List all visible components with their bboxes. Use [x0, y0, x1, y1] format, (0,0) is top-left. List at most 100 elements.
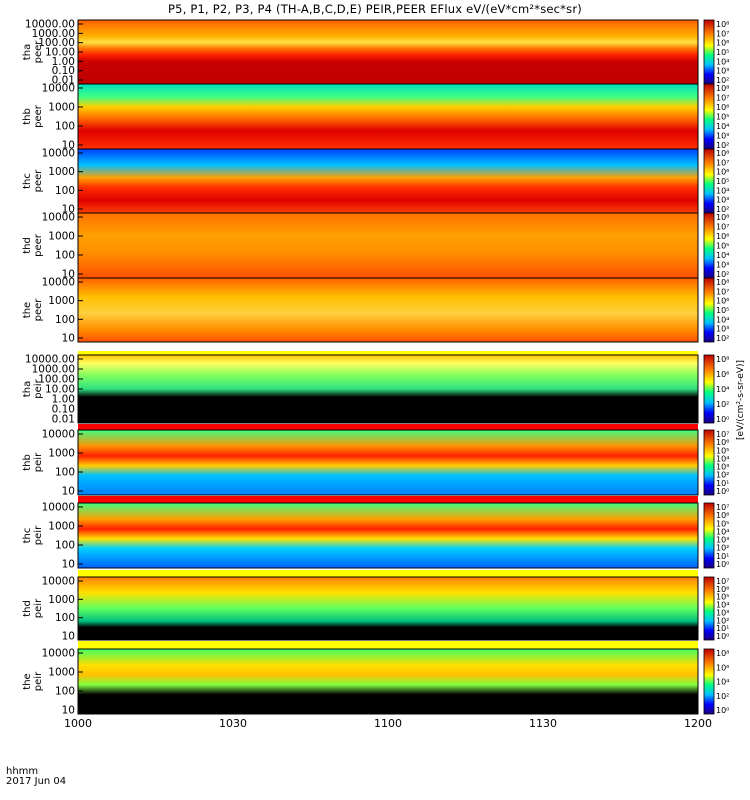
x-tick-label: 1200 [684, 717, 712, 730]
colorbar-unit-label: [eV/(cm²-s-sr-eV)] [736, 360, 746, 440]
y-tick-label: 10000 [42, 502, 75, 514]
colorbar-tick-label: 10⁵ [716, 113, 729, 122]
colorbar-tick-label: 10⁴ [716, 527, 729, 536]
fill-bar [78, 570, 698, 577]
fill-bar [78, 424, 698, 430]
y-tick-label: 100 [55, 467, 75, 479]
colorbar-tick-label: 10³ [716, 132, 729, 141]
product-name: peir [33, 598, 44, 618]
plot-frame [77, 502, 699, 569]
colorbar-tick-label: 10⁶ [716, 663, 729, 672]
colorbar [703, 648, 715, 715]
colorbar-tick-label: 10⁶ [716, 168, 729, 177]
colorbar-tick-label: 10² [716, 270, 729, 279]
x-tick-label: 1000 [64, 717, 92, 730]
panel-thb-peer: 10000 1000 100 10 thbpeer 10⁸10⁷10⁶10⁵10⁴10³1… [22, 83, 729, 152]
y-tick-label: 1000.00 [32, 28, 75, 40]
colorbar-tick-label: 10⁷ [716, 29, 729, 38]
y-tick-label: 10 [62, 486, 75, 498]
panel-thd-peir: 10000100010010thdpeir10⁷10⁶10⁵10⁴10³10²1… [22, 570, 729, 643]
y-tick-label: 1000 [48, 667, 75, 679]
product-name: peer [33, 233, 44, 257]
colorbar-tick-label: 10⁰ [716, 487, 729, 496]
probe-name: thc [22, 528, 33, 544]
y-tick-label: 10000 [42, 277, 75, 289]
product-name: peir [33, 378, 44, 398]
product-name: peer [33, 104, 44, 128]
y-tick-label: 100 [55, 250, 75, 262]
plot-frame [77, 277, 699, 343]
y-tick-label: 1000 [48, 295, 75, 307]
colorbar-tick-label: 10⁷ [716, 287, 729, 296]
colorbar-tick-label: 10⁵ [716, 177, 729, 186]
y-tick-label: 10000 [42, 648, 75, 660]
colorbar-tick-label: 10⁶ [716, 297, 729, 306]
date-label: 2017 Jun 04 [6, 776, 67, 787]
probe-name: thb [22, 108, 33, 125]
colorbar-tick-label: 10² [716, 544, 729, 553]
colorbar-tick-label: 10⁶ [716, 103, 729, 112]
probe-name: tha [22, 381, 33, 397]
y-tick-label: 1000 [48, 594, 75, 606]
colorbar-tick-label: 10⁸ [716, 84, 729, 93]
colorbar-tick-label: 10⁶ [716, 232, 729, 241]
colorbar-tick-label: 10⁷ [716, 223, 729, 232]
y-tick-label: 10000 [42, 429, 75, 441]
colorbar-tick-label: 10⁵ [716, 446, 729, 455]
panel-thb-peir: 10000100010010thbpeir10⁷10⁶10⁵10⁴10³10²1… [22, 424, 729, 498]
colorbar-tick-label: 10⁷ [716, 158, 729, 167]
colorbar-tick-label: 10⁵ [716, 593, 729, 602]
spectrogram-image [78, 577, 698, 640]
spectrogram-image [78, 149, 698, 213]
colorbar-tick-label: 10¹ [716, 479, 729, 488]
plot-title: P5, P1, P2, P3, P4 (TH-A,B,C,D,E) PEIR,P… [168, 2, 582, 16]
colorbar [703, 148, 715, 214]
colorbar-tick-label: 10⁶ [716, 438, 729, 447]
colorbar-tick-label: 10³ [716, 196, 729, 205]
panel-the-peir: 10000 1000 100 10 thepeir 10⁸ 10⁶ 10⁴ 10² 10⁰ [22, 641, 729, 717]
panel-label: thapeer [22, 40, 44, 64]
x-tick-label: 1100 [374, 717, 402, 730]
fill-bar [78, 641, 698, 649]
colorbar-tick-label: 10⁵ [716, 48, 729, 57]
y-tick-label: 10000 [42, 83, 75, 95]
y-tick-label: 100 [55, 185, 75, 197]
spectrogram-image [78, 84, 698, 149]
colorbar-tick-label: 10² [716, 76, 729, 85]
colorbar-tick-label: 10² [716, 205, 729, 214]
colorbar [703, 502, 715, 569]
fill-bar [78, 351, 698, 355]
panel-label: thdpeir [22, 598, 44, 618]
y-tick-label: 10000 [42, 212, 75, 224]
colorbar-tick-label: 10¹ [716, 552, 729, 561]
y-tick-label: 10.00 [45, 47, 75, 59]
colorbar-tick-label: 10⁴ [716, 186, 729, 195]
colorbar [703, 212, 715, 279]
colorbar-tick-label: 10⁸ [716, 213, 729, 222]
y-tick-label: 10 [62, 705, 75, 717]
y-tick-label: 1000.00 [32, 364, 75, 376]
colorbar-tick-label: 10² [716, 471, 729, 480]
colorbar-tick-label: 10⁴ [716, 385, 729, 394]
panel-label: thepeir [22, 671, 44, 691]
colorbar-tick-label: 10⁴ [716, 251, 729, 260]
panel-label: thcpeer [22, 169, 44, 193]
time-axis-label: hhmm [6, 766, 39, 777]
colorbar-tick-label: 10² [716, 141, 729, 150]
colorbar-tick-label: 10⁰ [716, 415, 729, 424]
probe-name: thd [22, 600, 33, 617]
colorbar-tick-label: 10² [716, 616, 729, 625]
panel-label: thbpeir [22, 452, 44, 472]
colorbar [703, 354, 715, 424]
probe-name: tha [22, 44, 33, 60]
y-tick-label: 10000.00 [25, 19, 75, 31]
spectrogram-image [78, 355, 698, 423]
spectrogram-image [78, 20, 698, 84]
x-tick-label: 1030 [219, 717, 247, 730]
colorbar-tick-label: 10⁷ [716, 577, 729, 586]
colorbar-tick-label: 10⁴ [716, 57, 729, 66]
y-tick-label: 1000 [48, 521, 75, 533]
colorbar-tick-label: 10⁰ [716, 560, 729, 569]
spectrogram-image [78, 503, 698, 568]
x-tick-label: 1130 [529, 717, 557, 730]
